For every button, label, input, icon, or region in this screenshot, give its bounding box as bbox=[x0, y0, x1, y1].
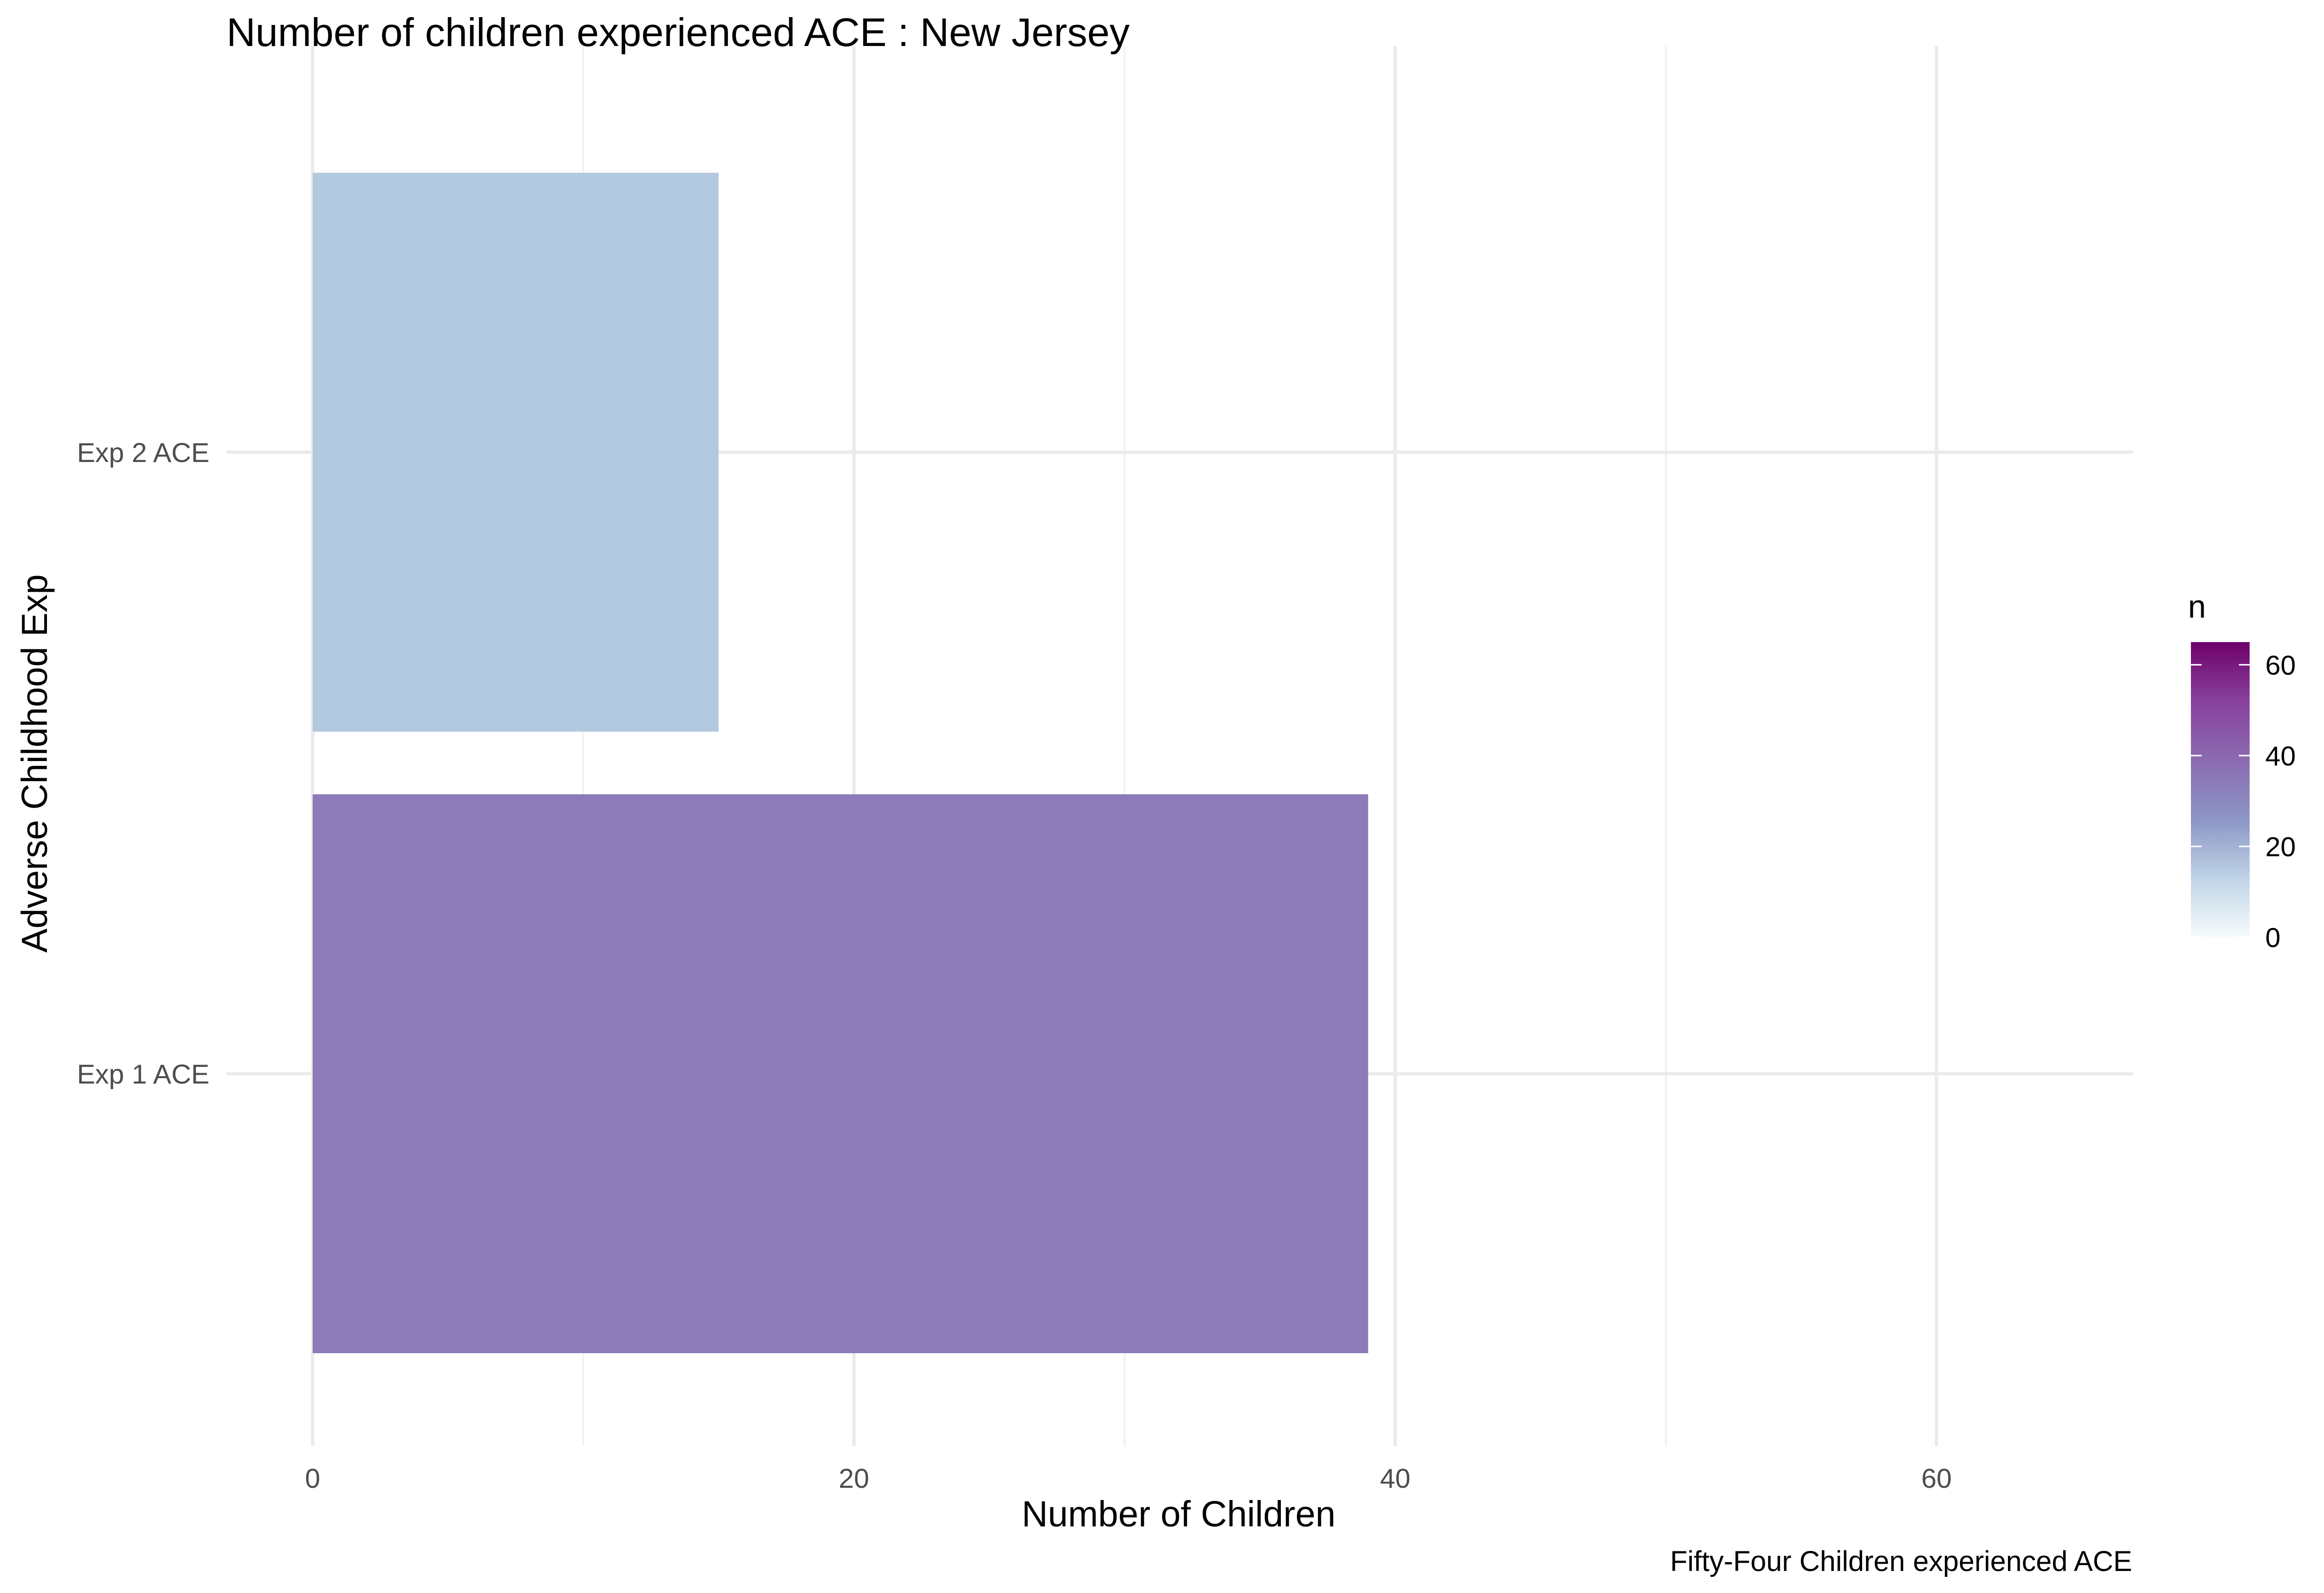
bar bbox=[313, 173, 719, 732]
legend-tick-label: 0 bbox=[2265, 922, 2280, 953]
legend-colorbar bbox=[2191, 642, 2250, 937]
x-axis-label: Number of Children bbox=[1022, 1494, 1336, 1534]
y-axis-label: Adverse Childhood Exp bbox=[14, 574, 55, 952]
legend-title: n bbox=[2188, 588, 2206, 624]
bars bbox=[313, 173, 1368, 1353]
legend-tick-label: 60 bbox=[2265, 649, 2296, 680]
chart-caption: Fifty-Four Children experienced ACE bbox=[1670, 1546, 2132, 1577]
x-tick-labels: 0 20 40 60 bbox=[305, 1463, 1952, 1494]
y-tick-labels: Exp 1 ACE Exp 2 ACE bbox=[77, 437, 209, 1089]
y-tick-label: Exp 1 ACE bbox=[77, 1059, 209, 1089]
legend-tick-label: 40 bbox=[2265, 740, 2296, 771]
chart-title: Number of children experienced ACE : New… bbox=[227, 10, 1130, 55]
color-legend: n 0 20 40 60 bbox=[2188, 588, 2296, 953]
legend-tick-label: 20 bbox=[2265, 831, 2296, 862]
legend-ticks: 0 20 40 60 bbox=[2191, 649, 2296, 953]
y-tick-label: Exp 2 ACE bbox=[77, 437, 209, 468]
x-tick-label: 0 bbox=[305, 1463, 320, 1494]
x-tick-label: 20 bbox=[839, 1463, 869, 1494]
x-tick-label: 60 bbox=[1921, 1463, 1952, 1494]
x-tick-label: 40 bbox=[1380, 1463, 1411, 1494]
bar bbox=[313, 794, 1368, 1353]
